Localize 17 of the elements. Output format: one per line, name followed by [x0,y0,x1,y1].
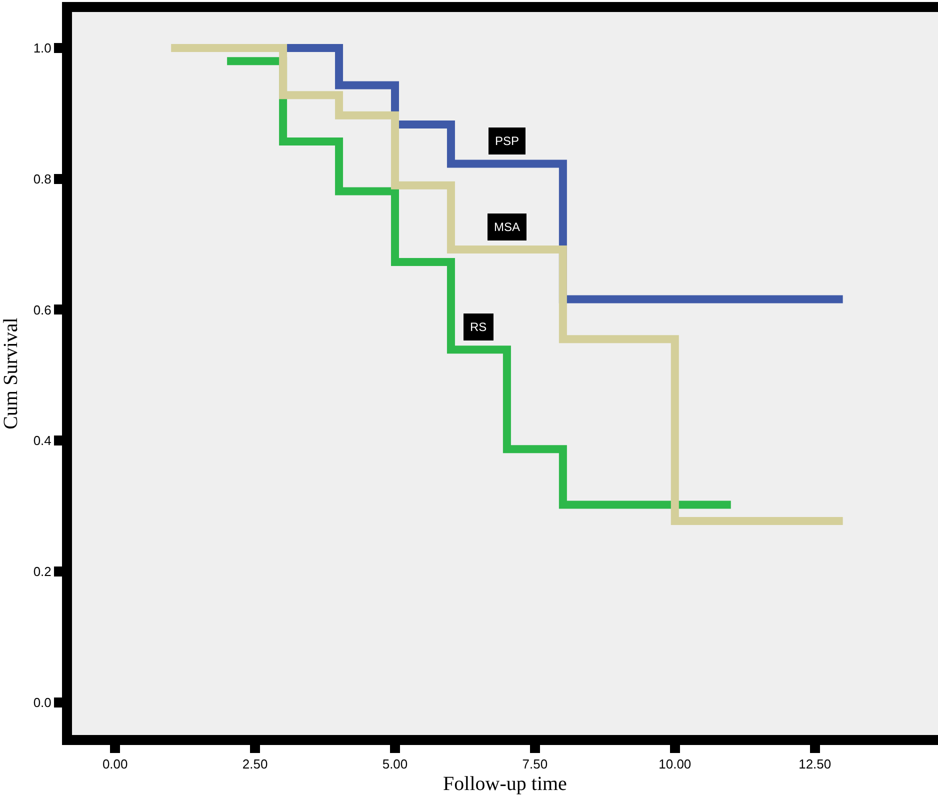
y-tick-label: 0.6 [33,302,52,318]
series-label: PSP [495,134,520,148]
y-tick-label: 0.0 [33,694,52,710]
x-axis-title: Follow-up time [443,773,568,795]
y-axis-title: Cum Survival [0,317,22,430]
series-label: RS [470,320,487,334]
x-tick-label: 2.50 [242,756,268,772]
y-tick-label: 0.2 [33,564,52,579]
y-tick-label: 1.0 [33,40,52,56]
x-tick-label: 5.00 [382,756,408,772]
y-tick-label: 0.4 [33,433,52,448]
y-tick-label: 0.8 [33,171,52,186]
x-tick-label: 0.00 [102,756,128,772]
x-tick-label: 7.50 [522,756,548,772]
x-tick-label: 12.50 [798,756,832,772]
series-label: MSA [494,220,520,234]
x-tick-label: 10.00 [658,756,692,772]
